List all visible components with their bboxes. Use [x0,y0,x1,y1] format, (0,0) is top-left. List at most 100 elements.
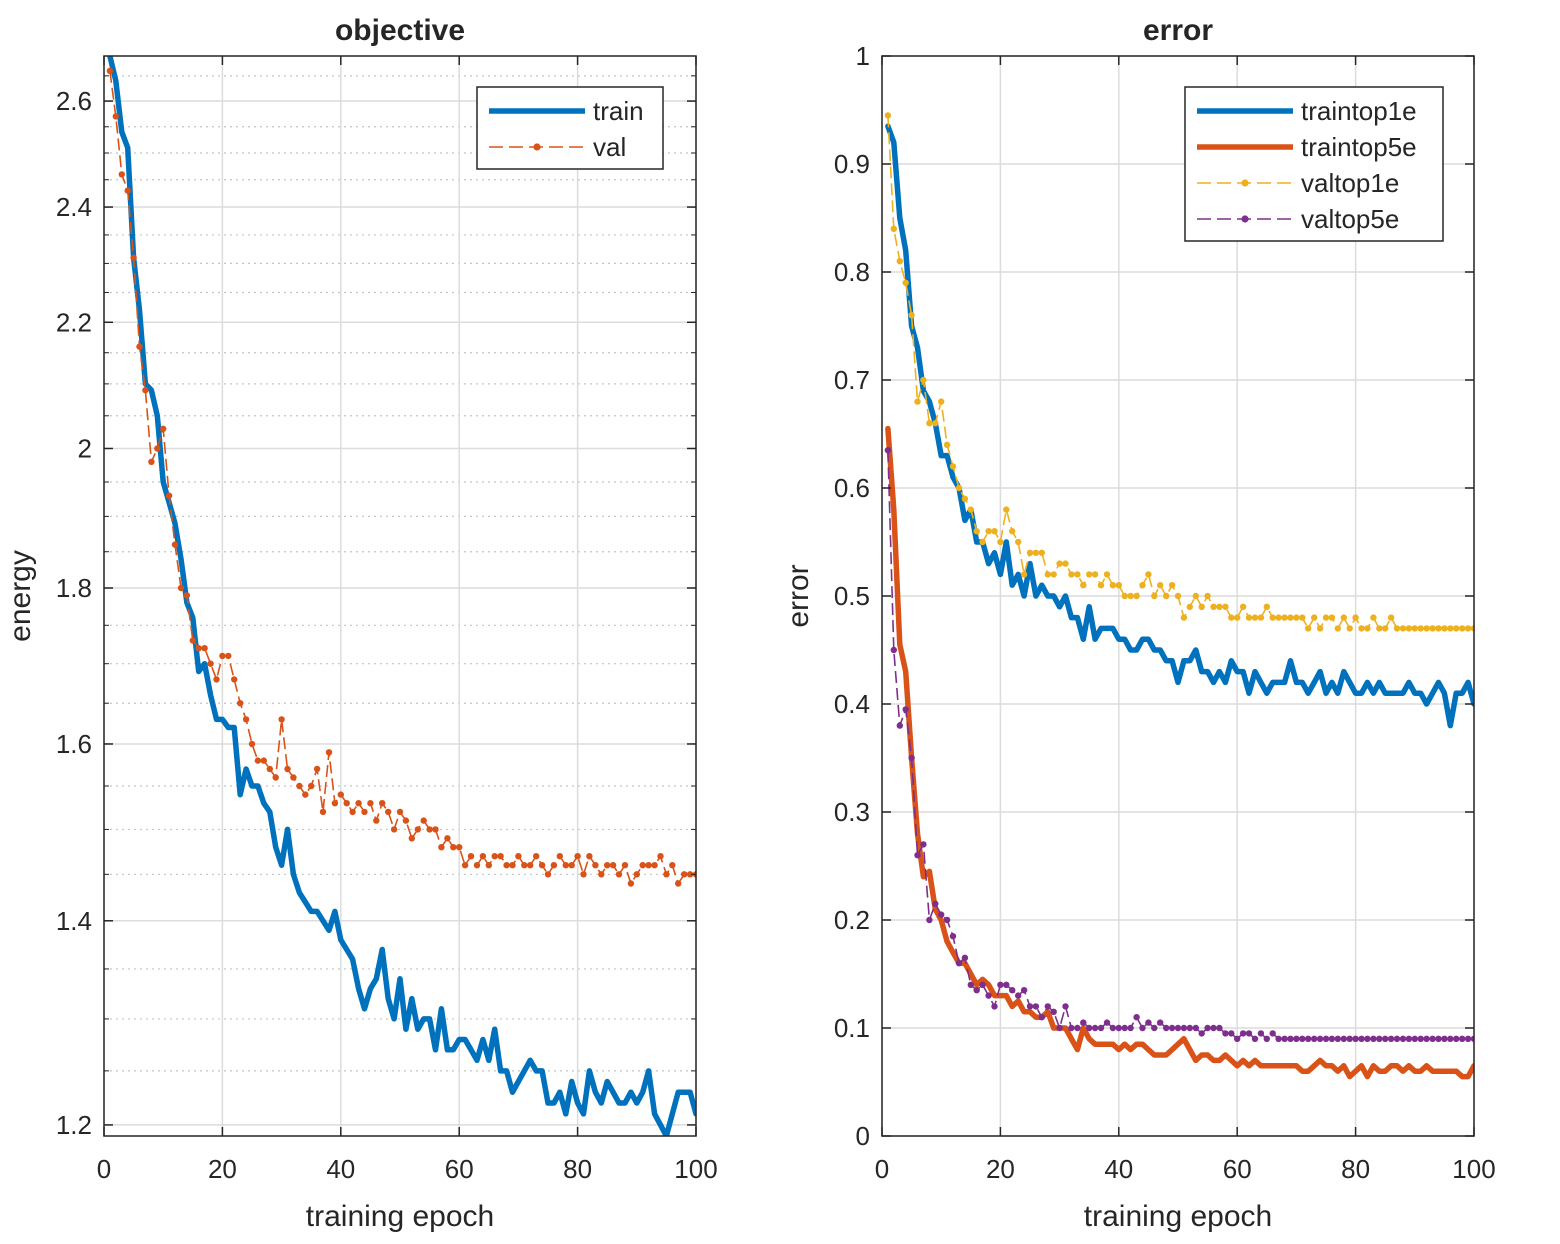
y-tick-label: 0.8 [834,257,870,287]
series-valtop1e-point [1115,582,1123,589]
x-tick-label: 80 [563,1154,592,1184]
series-val-point [319,808,327,816]
chart-title: objective [335,14,465,47]
series-valtop5e-point [1127,1024,1134,1032]
series-valtop5e-point [1015,992,1022,999]
legend-marker-valtop1e [1241,179,1249,187]
series-valtop1e-point [1370,614,1377,621]
series-valtop5e-point [979,981,986,988]
series-valtop1e-point [1245,614,1253,621]
series-val-point [450,844,457,851]
series-valtop1e-point [1056,560,1063,567]
series-valtop5e-point [1198,1030,1205,1037]
series-val-point [225,652,232,660]
series-valtop5e-point [914,852,921,859]
series-valtop5e-point [1186,1024,1194,1032]
x-tick-label: 100 [674,1154,717,1184]
series-val-point [237,700,244,707]
x-tick-label: 0 [97,1154,111,1184]
series-val-point [408,835,415,842]
series-valtop1e-point [1151,592,1158,600]
series-valtop5e-point [1376,1035,1383,1043]
series-valtop1e-point [1192,592,1200,600]
series-valtop1e-point [1334,625,1342,632]
series-valtop5e-point [961,954,969,961]
y-tick-label: 1.6 [56,729,92,759]
series-valtop1e-point [1429,625,1436,632]
series-val-point [195,645,202,652]
series-valtop5e-point [1228,1030,1235,1037]
series-val-point [278,716,285,723]
x-tick-label: 60 [1223,1154,1252,1184]
series-valtop1e-point [1275,614,1282,621]
series-val-point [361,808,368,816]
series-valtop5e-point [1062,1003,1069,1010]
series-valtop1e-point [955,484,963,492]
series-valtop1e-point [1293,614,1300,621]
series-val-point [562,862,569,869]
series-val-point [515,853,522,860]
series-valtop5e-point [985,992,992,999]
series-valtop5e-point [1239,1030,1247,1037]
series-valtop5e-point [1322,1035,1330,1043]
series-valtop1e-point [1470,625,1474,632]
series-valtop1e-point [1287,614,1294,621]
series-valtop1e-point [1109,582,1117,589]
series-valtop1e-point [1038,549,1046,556]
series-traintop5e-line [885,425,1474,1080]
series-val-point [373,817,380,824]
series-valtop1e-point [1210,603,1217,610]
series-val-point [284,765,291,773]
y-tick-label: 1.2 [56,1110,92,1140]
series-val-point [390,826,398,833]
series-valtop5e-point [1204,1024,1211,1032]
series-valtop5e-point [1429,1035,1436,1043]
objective-panel: 0 20 40 60 80 100 1.2 1.4 1.6 1.8 2 2.2 2.4 2.6 object… [4,14,718,1233]
series-valtop1e-point [1281,614,1288,621]
series-val-point [609,862,617,869]
series-valtop5e-point [1222,1030,1229,1037]
series-valtop5e-point [926,916,933,924]
series-train-line [107,56,696,1136]
series-valtop1e-point [926,420,933,427]
series-val-point [615,871,623,878]
legend-marker-val [533,143,541,151]
series-val-point [290,774,297,781]
series-val-point [580,871,587,878]
series-valtop1e-point [1204,592,1211,600]
error-panel: 0 20 40 60 80 100 0 0.1 0.2 0.3 0.4 0.5 0.6 0.7 0.8 0.9… [782,14,1496,1233]
series-val-point [260,757,267,764]
series-valtop5e-point [1133,1014,1140,1021]
series-val-point [432,826,439,833]
series-valtop5e-point [1459,1035,1466,1043]
series-valtop1e-point [1423,625,1430,632]
series-valtop1e-point [1068,571,1075,578]
series-valtop5e-point [1364,1035,1371,1043]
series-val-point [467,853,475,860]
y-tick-label: 0.2 [834,905,870,935]
series-val-point [550,862,558,869]
series-val-point [568,862,575,869]
series-traintop1e-line [885,123,1474,729]
series-valtop1e-point [985,528,992,535]
series-valtop5e-point [1003,981,1010,988]
series-valtop1e-point [943,441,951,448]
series-valtop5e-point [1216,1024,1223,1032]
series-val-point [503,862,510,869]
y-tick-label: 1.4 [56,906,92,936]
series-valtop5e-point [1382,1035,1389,1043]
series-val-point [491,853,498,860]
series-valtop1e-point [1405,625,1413,632]
series-valtop5e-point [1121,1024,1128,1032]
legend-box [476,86,664,170]
series-val-point [556,853,563,860]
series-valtop5e-point [1346,1035,1353,1043]
series-valtop5e-point [1151,1024,1158,1032]
series-valtop1e-point [1091,571,1099,578]
series-valtop1e-point [1346,625,1353,632]
series-valtop5e-point [1370,1035,1377,1043]
y-tick-label: 0.6 [834,473,870,503]
series-val-point [331,800,339,807]
series-valtop1e-point [902,279,909,286]
series-val-point [438,844,445,851]
